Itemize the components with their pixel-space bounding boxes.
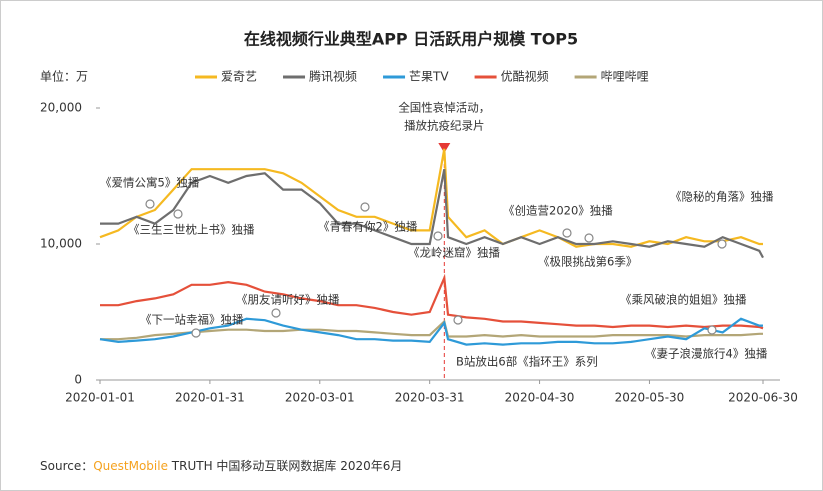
source-brand: QuestMobile	[93, 459, 168, 473]
callout-dot	[433, 231, 443, 241]
legend-label: 哔哩哔哩	[601, 70, 649, 84]
callout-dot	[271, 308, 281, 318]
y-tick-label: 10,000	[40, 237, 82, 251]
annotation: 《爱情公寓5》独播	[100, 176, 200, 190]
chart-title: 在线视频行业典型APP 日活跃用户规模 TOP5	[244, 30, 578, 49]
callout-dot	[584, 233, 594, 243]
legend-item: 优酷视频	[474, 69, 549, 84]
legend-label: 爱奇艺	[221, 70, 257, 84]
legend-label: 优酷视频	[501, 69, 549, 84]
callout-dot	[173, 209, 183, 219]
annotation: 《下一站幸福》独播	[140, 313, 244, 327]
series-line	[100, 273, 764, 330]
callout-dot	[453, 315, 463, 325]
annotation: 《龙岭迷窟》独播	[408, 246, 500, 260]
source-prefix: Source：	[40, 459, 93, 473]
annotation: 《妻子浪漫旅行4》独播	[645, 347, 768, 361]
legend-item: 哔哩哔哩	[574, 70, 649, 84]
annotation: 《朋友请听好》独播	[236, 293, 340, 307]
x-tick-label: 2020-03-31	[395, 391, 465, 405]
annotation: 《隐秘的角落》独播	[670, 190, 774, 204]
annotation: 《创造营2020》独播	[503, 204, 613, 218]
legend-label: 芒果TV	[409, 69, 449, 84]
series-line	[99, 317, 763, 346]
source: Source：QuestMobile TRUTH 中国移动互联网数据库 2020…	[40, 458, 402, 473]
callout-dot	[191, 328, 201, 338]
annotation: 全国性哀悼活动，	[398, 101, 490, 115]
callout-dot	[145, 199, 155, 209]
series-line	[100, 168, 764, 259]
callout-dot	[717, 239, 727, 249]
x-tick-label: 2020-06-30	[728, 391, 798, 405]
x-tick-label: 2020-05-30	[615, 391, 685, 405]
legend-label: 腾讯视频	[309, 69, 357, 84]
annotation: 《极限挑战第6季》	[538, 255, 637, 269]
annotation: 《三生三世枕上书》独播	[128, 223, 255, 237]
annotation: B站放出6部《指环王》系列	[456, 355, 598, 369]
x-tick-label: 2020-04-30	[505, 391, 575, 405]
annotation: 播放抗疫纪录片	[404, 119, 485, 133]
annotation: 《乘风破浪的姐姐》独播	[620, 293, 747, 307]
y-tick-label: 0	[74, 373, 82, 387]
legend-item: 腾讯视频	[283, 69, 357, 84]
event-arrow	[438, 143, 451, 153]
annotation: 《青春有你2》独播	[318, 220, 418, 234]
x-tick-label: 2020-01-31	[175, 391, 245, 405]
unit-label: 单位：万	[40, 69, 88, 84]
y-tick-label: 20,000	[40, 101, 82, 115]
callout-dot	[562, 228, 572, 238]
callout-dot	[360, 202, 370, 212]
legend-item: 爱奇艺	[195, 70, 257, 84]
legend-item: 芒果TV	[383, 69, 449, 84]
x-tick-label: 2020-01-01	[65, 391, 135, 405]
callout-dot	[707, 325, 717, 335]
source-rest: TRUTH 中国移动互联网数据库 2020年6月	[168, 458, 402, 473]
x-tick-label: 2020-03-01	[285, 391, 355, 405]
